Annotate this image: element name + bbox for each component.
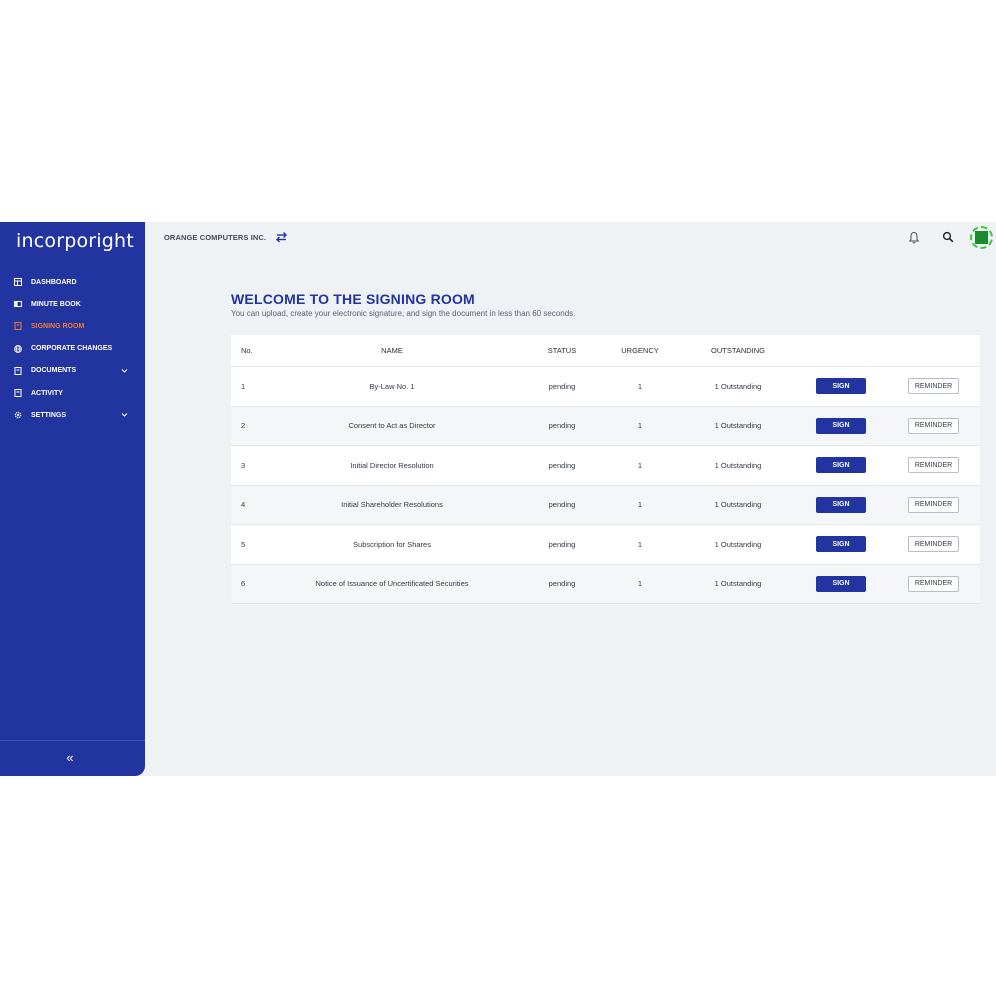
reminder-button[interactable]: REMINDER [908,378,959,394]
sign-button[interactable]: SIGN [816,457,866,473]
sign-button[interactable]: SIGN [816,496,866,513]
document-name: Notice of Issuance of Uncertificated Sec… [315,579,469,589]
sign-button[interactable]: SIGN [816,575,866,592]
status-text: pending [548,579,576,589]
documents-table: No. NAME STATUS URGENCY OUTSTANDING 1 By… [231,335,980,604]
document-name: Consent to Act as Director [348,421,436,431]
company-name: ORANGE COMPUTERS INC. [164,233,267,242]
table-row: 6 Notice of Issuance of Uncertificated S… [231,564,980,604]
outstanding-count: 1 Outstanding [714,500,762,510]
column-header-no: No. [241,346,253,355]
app-window: incorporight DASHBOARD MINUTE BOOK SIGNI… [0,222,996,776]
row-number: 3 [241,460,246,470]
row-number: 5 [241,539,246,549]
sidebar-nav: DASHBOARD MINUTE BOOK SIGNING ROOM CORPO… [0,271,145,426]
chevron-down-icon[interactable] [121,367,128,374]
sidebar-item-label: SETTINGS [31,411,67,419]
sidebar-item-label: SIGNING ROOM [31,322,85,330]
status-text: pending [548,381,576,391]
collapse-sidebar-button[interactable]: « [66,750,74,765]
switch-company-icon[interactable] [275,231,288,243]
status-text: pending [548,460,576,470]
urgency-value: 1 [637,421,643,431]
sign-button[interactable]: SIGN [816,536,866,552]
outstanding-count: 1 Outstanding [714,579,762,589]
urgency-value: 1 [637,579,643,589]
column-header-outstanding: OUTSTANDING [710,346,766,355]
row-number: 6 [241,579,246,589]
sidebar-item-activity[interactable]: ACTIVITY [0,382,145,404]
reminder-button[interactable]: REMINDER [908,417,959,434]
sidebar-item-minute-book[interactable]: MINUTE BOOK [0,293,145,315]
sidebar-item-settings[interactable]: SETTINGS [0,404,145,426]
sidebar-item-label: MINUTE BOOK [31,300,81,308]
table-header-row: No. NAME STATUS URGENCY OUTSTANDING [231,335,980,367]
document-name: Initial Director Resolution [350,460,434,470]
dashboard-icon [13,278,22,287]
avatar-image [975,231,988,244]
outstanding-count: 1 Outstanding [714,421,762,431]
document-icon [13,366,22,375]
sidebar-item-label: DOCUMENTS [31,367,77,375]
sign-button[interactable]: SIGN [816,417,866,434]
table-row: 5 Subscription for Shares pending 1 1 Ou… [231,525,980,565]
avatar[interactable] [970,226,993,249]
bell-icon[interactable] [908,231,920,244]
sidebar-item-label: ACTIVITY [31,389,63,397]
document-name: Initial Shareholder Resolutions [341,500,443,510]
column-header-status: STATUS [547,346,577,355]
outstanding-count: 1 Outstanding [714,460,762,470]
document-icon [13,389,22,398]
urgency-value: 1 [637,539,643,549]
column-header-urgency: URGENCY [621,346,659,355]
document-name: By-Law No. 1 [369,381,415,391]
row-number: 2 [241,421,246,431]
sidebar-item-label: CORPORATE CHANGES [31,345,113,353]
table-row: 1 By-Law No. 1 pending 1 1 Outstanding S… [231,367,980,407]
gear-icon [13,411,22,420]
search-icon[interactable] [942,231,954,243]
status-text: pending [548,421,576,431]
sidebar-item-dashboard[interactable]: DASHBOARD [0,271,145,293]
document-name: Subscription for Shares [353,539,431,549]
table-row: 2 Consent to Act as Director pending 1 1… [231,406,980,446]
outstanding-count: 1 Outstanding [714,381,762,391]
sidebar-item-corporate-changes[interactable]: CORPORATE CHANGES [0,338,145,360]
app-logo[interactable]: incorporight [16,230,134,252]
document-icon [13,322,22,331]
table-row: 3 Initial Director Resolution pending 1 … [231,446,980,486]
sidebar-item-documents[interactable]: DOCUMENTS [0,360,145,382]
table-row: 4 Initial Shareholder Resolutions pendin… [231,485,980,525]
reminder-button[interactable]: REMINDER [908,575,959,592]
urgency-value: 1 [637,500,643,510]
chevron-down-icon[interactable] [121,411,128,418]
page-title: WELCOME TO THE SIGNING ROOM [231,291,475,307]
sidebar-divider [0,740,145,741]
sign-button[interactable]: SIGN [816,378,866,394]
urgency-value: 1 [637,381,643,391]
book-icon [13,300,22,309]
globe-icon [13,344,22,353]
sidebar-item-signing-room[interactable]: SIGNING ROOM [0,315,145,337]
reminder-button[interactable]: REMINDER [908,457,959,473]
outstanding-count: 1 Outstanding [714,539,762,549]
urgency-value: 1 [637,460,643,470]
row-number: 4 [241,500,246,510]
page-subtitle: You can upload, create your electronic s… [231,309,576,318]
row-number: 1 [241,381,246,391]
status-text: pending [548,500,576,510]
reminder-button[interactable]: REMINDER [908,496,959,513]
reminder-button[interactable]: REMINDER [908,536,959,552]
sidebar-item-label: DASHBOARD [31,278,77,286]
column-header-name: NAME [381,346,403,355]
status-text: pending [548,539,576,549]
sidebar: incorporight DASHBOARD MINUTE BOOK SIGNI… [0,222,145,776]
